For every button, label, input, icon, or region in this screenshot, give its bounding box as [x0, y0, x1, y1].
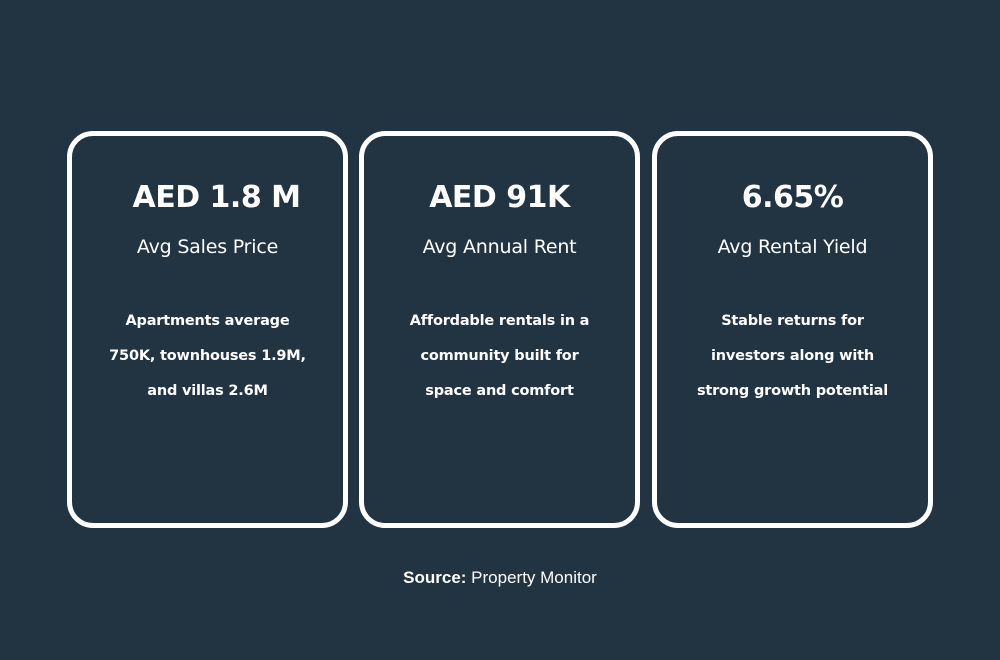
stat-description-line: investors along with	[710, 348, 875, 364]
stat-description-line: strong growth potential	[696, 383, 889, 399]
stat-description-line: and villas 2.6M	[147, 383, 268, 399]
stat-description: Apartments average 750K, townhouses 1.9M…	[82, 304, 333, 409]
source-attribution: Source: Property Monitor	[0, 567, 1000, 589]
stat-card-annual-rent: AED 91K Avg Annual Rent Affordable renta…	[359, 131, 640, 528]
stat-description-line: Affordable rentals in a	[409, 313, 590, 329]
stat-description-line: Apartments average	[125, 313, 290, 329]
stat-description-line: 750K, townhouses 1.9M,	[109, 348, 306, 364]
stat-description: Stable returns for investors along with …	[667, 304, 918, 409]
stat-label: Avg Rental Yield	[717, 236, 868, 258]
stat-card-sales-price: AED 1.8 M Avg Sales Price Apartments ave…	[67, 131, 348, 528]
stat-label: Avg Annual Rent	[422, 236, 577, 258]
stat-description-line: Stable returns for	[721, 313, 864, 329]
stat-value: AED 91K	[429, 180, 570, 215]
stat-value: 6.65%	[741, 180, 844, 215]
stat-description-line: space and comfort	[425, 383, 574, 399]
source-label: Source:	[403, 568, 467, 587]
stat-description: Affordable rentals in a community built …	[374, 304, 625, 409]
stat-label: Avg Sales Price	[136, 236, 279, 258]
source-value: Property Monitor	[471, 568, 597, 587]
stat-value: AED 1.8 M	[132, 180, 302, 215]
stat-description-line: community built for	[420, 348, 579, 364]
stat-card-rental-yield: 6.65% Avg Rental Yield Stable returns fo…	[652, 131, 933, 528]
